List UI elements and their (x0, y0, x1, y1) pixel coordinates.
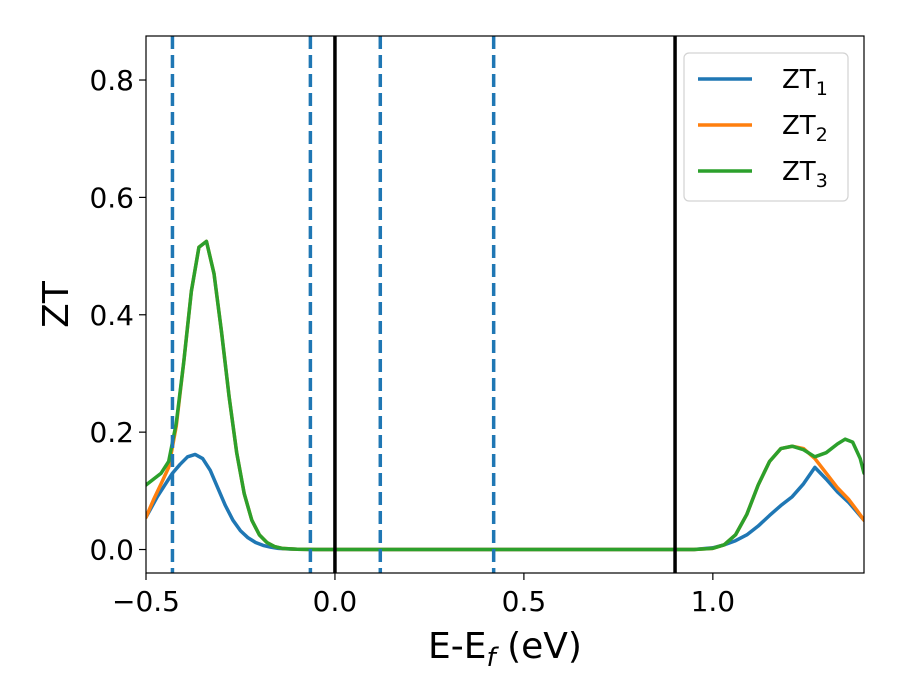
y-tick-label: 0.0 (89, 534, 134, 567)
legend: ZT1 ZT2 ZT3 (683, 52, 849, 202)
y-tick-label: 0.8 (89, 64, 134, 97)
axes: −0.5 0.0 0.5 1.0 0.0 0.2 0.4 0.6 0.8 E-Ef (eV) ZT (36, 35, 865, 673)
y-axis-title: ZT (36, 280, 77, 328)
x-axis-title: E-Ef (eV) (428, 626, 582, 673)
axes-frame (145, 35, 865, 574)
plot-clip-group (146, 36, 864, 573)
series-line-1 (146, 452, 864, 552)
x-tick-label: −0.5 (112, 585, 180, 618)
legend-label-2: ZT2 (782, 111, 828, 146)
y-tick-label: 0.6 (89, 181, 134, 214)
series-line-2 (146, 239, 864, 552)
legend-label-1: ZT1 (782, 65, 828, 100)
x-tick-label: 0.0 (313, 585, 358, 618)
series-line-3 (146, 239, 864, 552)
x-tick-label: 1.0 (691, 585, 736, 618)
plot-area (146, 36, 864, 573)
legend-box (683, 52, 849, 202)
y-tick-label: 0.4 (89, 299, 134, 332)
y-tick-label: 0.2 (89, 416, 134, 449)
legend-label-3: ZT3 (782, 157, 828, 192)
x-tick-label: 0.5 (502, 585, 547, 618)
